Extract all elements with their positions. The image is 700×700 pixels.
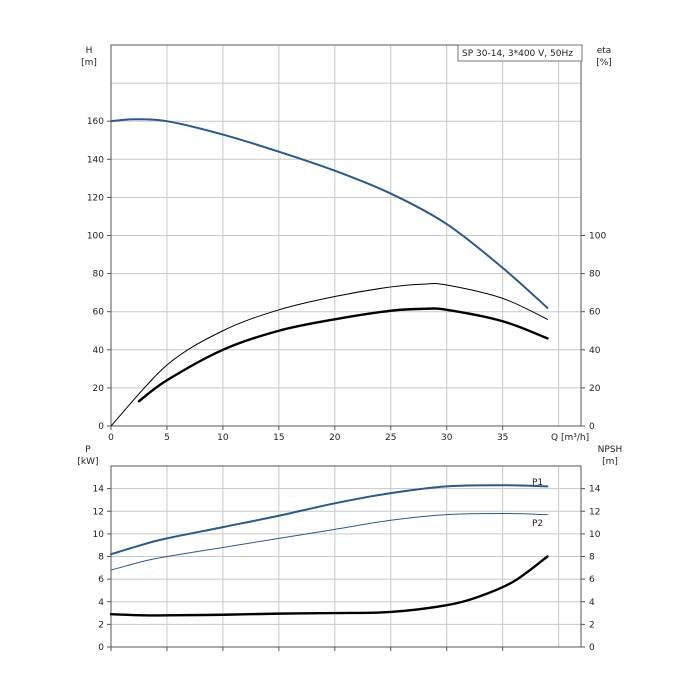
bottom-right-axis-unit: [m] — [602, 457, 618, 467]
top-right-axis-unit: [%] — [596, 58, 612, 68]
legend-text: SP 30-14, 3*400 V, 50Hz — [462, 49, 573, 59]
top-right-tick-label: 40 — [589, 346, 601, 356]
bottom-left-axis-label: P — [85, 445, 91, 455]
bottom-chart-grid — [110, 465, 582, 648]
top-right-tick-label: 80 — [589, 270, 601, 280]
top-series-line-2 — [137, 307, 549, 403]
top-right-tick-label: 20 — [589, 384, 601, 394]
top-left-tick-label: 20 — [93, 384, 105, 394]
top-left-tick-label: 0 — [98, 422, 104, 432]
top-left-tick-label: 120 — [87, 193, 104, 203]
top-left-tick-label: 140 — [87, 155, 104, 165]
legend-box — [457, 44, 583, 62]
bottom-right-tick-label: 2 — [589, 620, 595, 630]
x-tick-label: 30 — [441, 433, 453, 443]
x-tick-label: 15 — [273, 433, 284, 443]
bottom-left-tick-label: 10 — [93, 530, 105, 540]
top-series-line-0 — [110, 118, 549, 309]
bottom-left-tick-label: 0 — [98, 643, 104, 653]
bottom-left-tick-label: 12 — [93, 507, 104, 517]
series-label-p2: P2 — [532, 519, 543, 529]
bottom-right-tick-label: 12 — [589, 507, 600, 517]
bottom-right-tick-label: 6 — [589, 575, 595, 585]
x-tick-label: 10 — [217, 433, 229, 443]
top-left-axis-label: H — [86, 46, 93, 56]
bottom-right-tick-label: 8 — [589, 553, 595, 563]
top-right-axis-label: eta — [597, 46, 612, 56]
x-tick-label: 5 — [164, 433, 170, 443]
bottom-left-tick-label: 6 — [98, 575, 104, 585]
bottom-series-line-2 — [109, 555, 549, 617]
top-left-tick-label: 40 — [93, 346, 105, 356]
x-tick-label: 0 — [108, 433, 114, 443]
top-left-tick-label: 60 — [93, 308, 105, 318]
bottom-left-axis-unit: [kW] — [77, 457, 98, 467]
bottom-right-tick-label: 4 — [589, 598, 595, 608]
bottom-right-axis-label: NPSH — [598, 445, 623, 455]
top-chart-grid — [110, 44, 582, 427]
top-chart-ticks: 0 20 40 60 80 100 120 140 160 0 20 40 60 80 100 0 5 10 15 2… — [87, 117, 607, 443]
top-left-tick-label: 100 — [87, 232, 104, 242]
x-tick-label: 35 — [497, 433, 508, 443]
bottom-right-tick-label: 0 — [589, 643, 595, 653]
x-tick-label: 20 — [329, 433, 341, 443]
series-label-p1: P1 — [532, 478, 543, 488]
top-left-tick-label: 80 — [93, 270, 105, 280]
top-right-tick-label: 0 — [589, 422, 595, 432]
x-axis-label: Q [m³/h] — [551, 433, 589, 443]
bottom-left-tick-label: 2 — [98, 620, 104, 630]
bottom-right-tick-label: 14 — [589, 485, 601, 495]
top-right-tick-label: 100 — [589, 232, 606, 242]
top-left-tick-label: 160 — [87, 117, 104, 127]
top-series-line-1 — [110, 283, 548, 427]
bottom-series-line-1 — [110, 513, 548, 571]
bottom-left-tick-label: 14 — [93, 485, 105, 495]
bottom-chart-ticks: 0 2 4 6 8 10 12 14 0 2 4 6 8 10 12 14 — [93, 485, 601, 653]
top-left-axis-unit: [m] — [81, 58, 97, 68]
bottom-right-tick-label: 10 — [589, 530, 601, 540]
bottom-chart-series — [109, 484, 549, 617]
bottom-left-tick-label: 4 — [98, 598, 104, 608]
x-tick-label: 25 — [385, 433, 396, 443]
top-right-tick-label: 60 — [589, 308, 601, 318]
bottom-left-tick-label: 8 — [98, 553, 104, 563]
bottom-series-line-0 — [110, 484, 549, 556]
top-chart-series — [110, 118, 549, 427]
